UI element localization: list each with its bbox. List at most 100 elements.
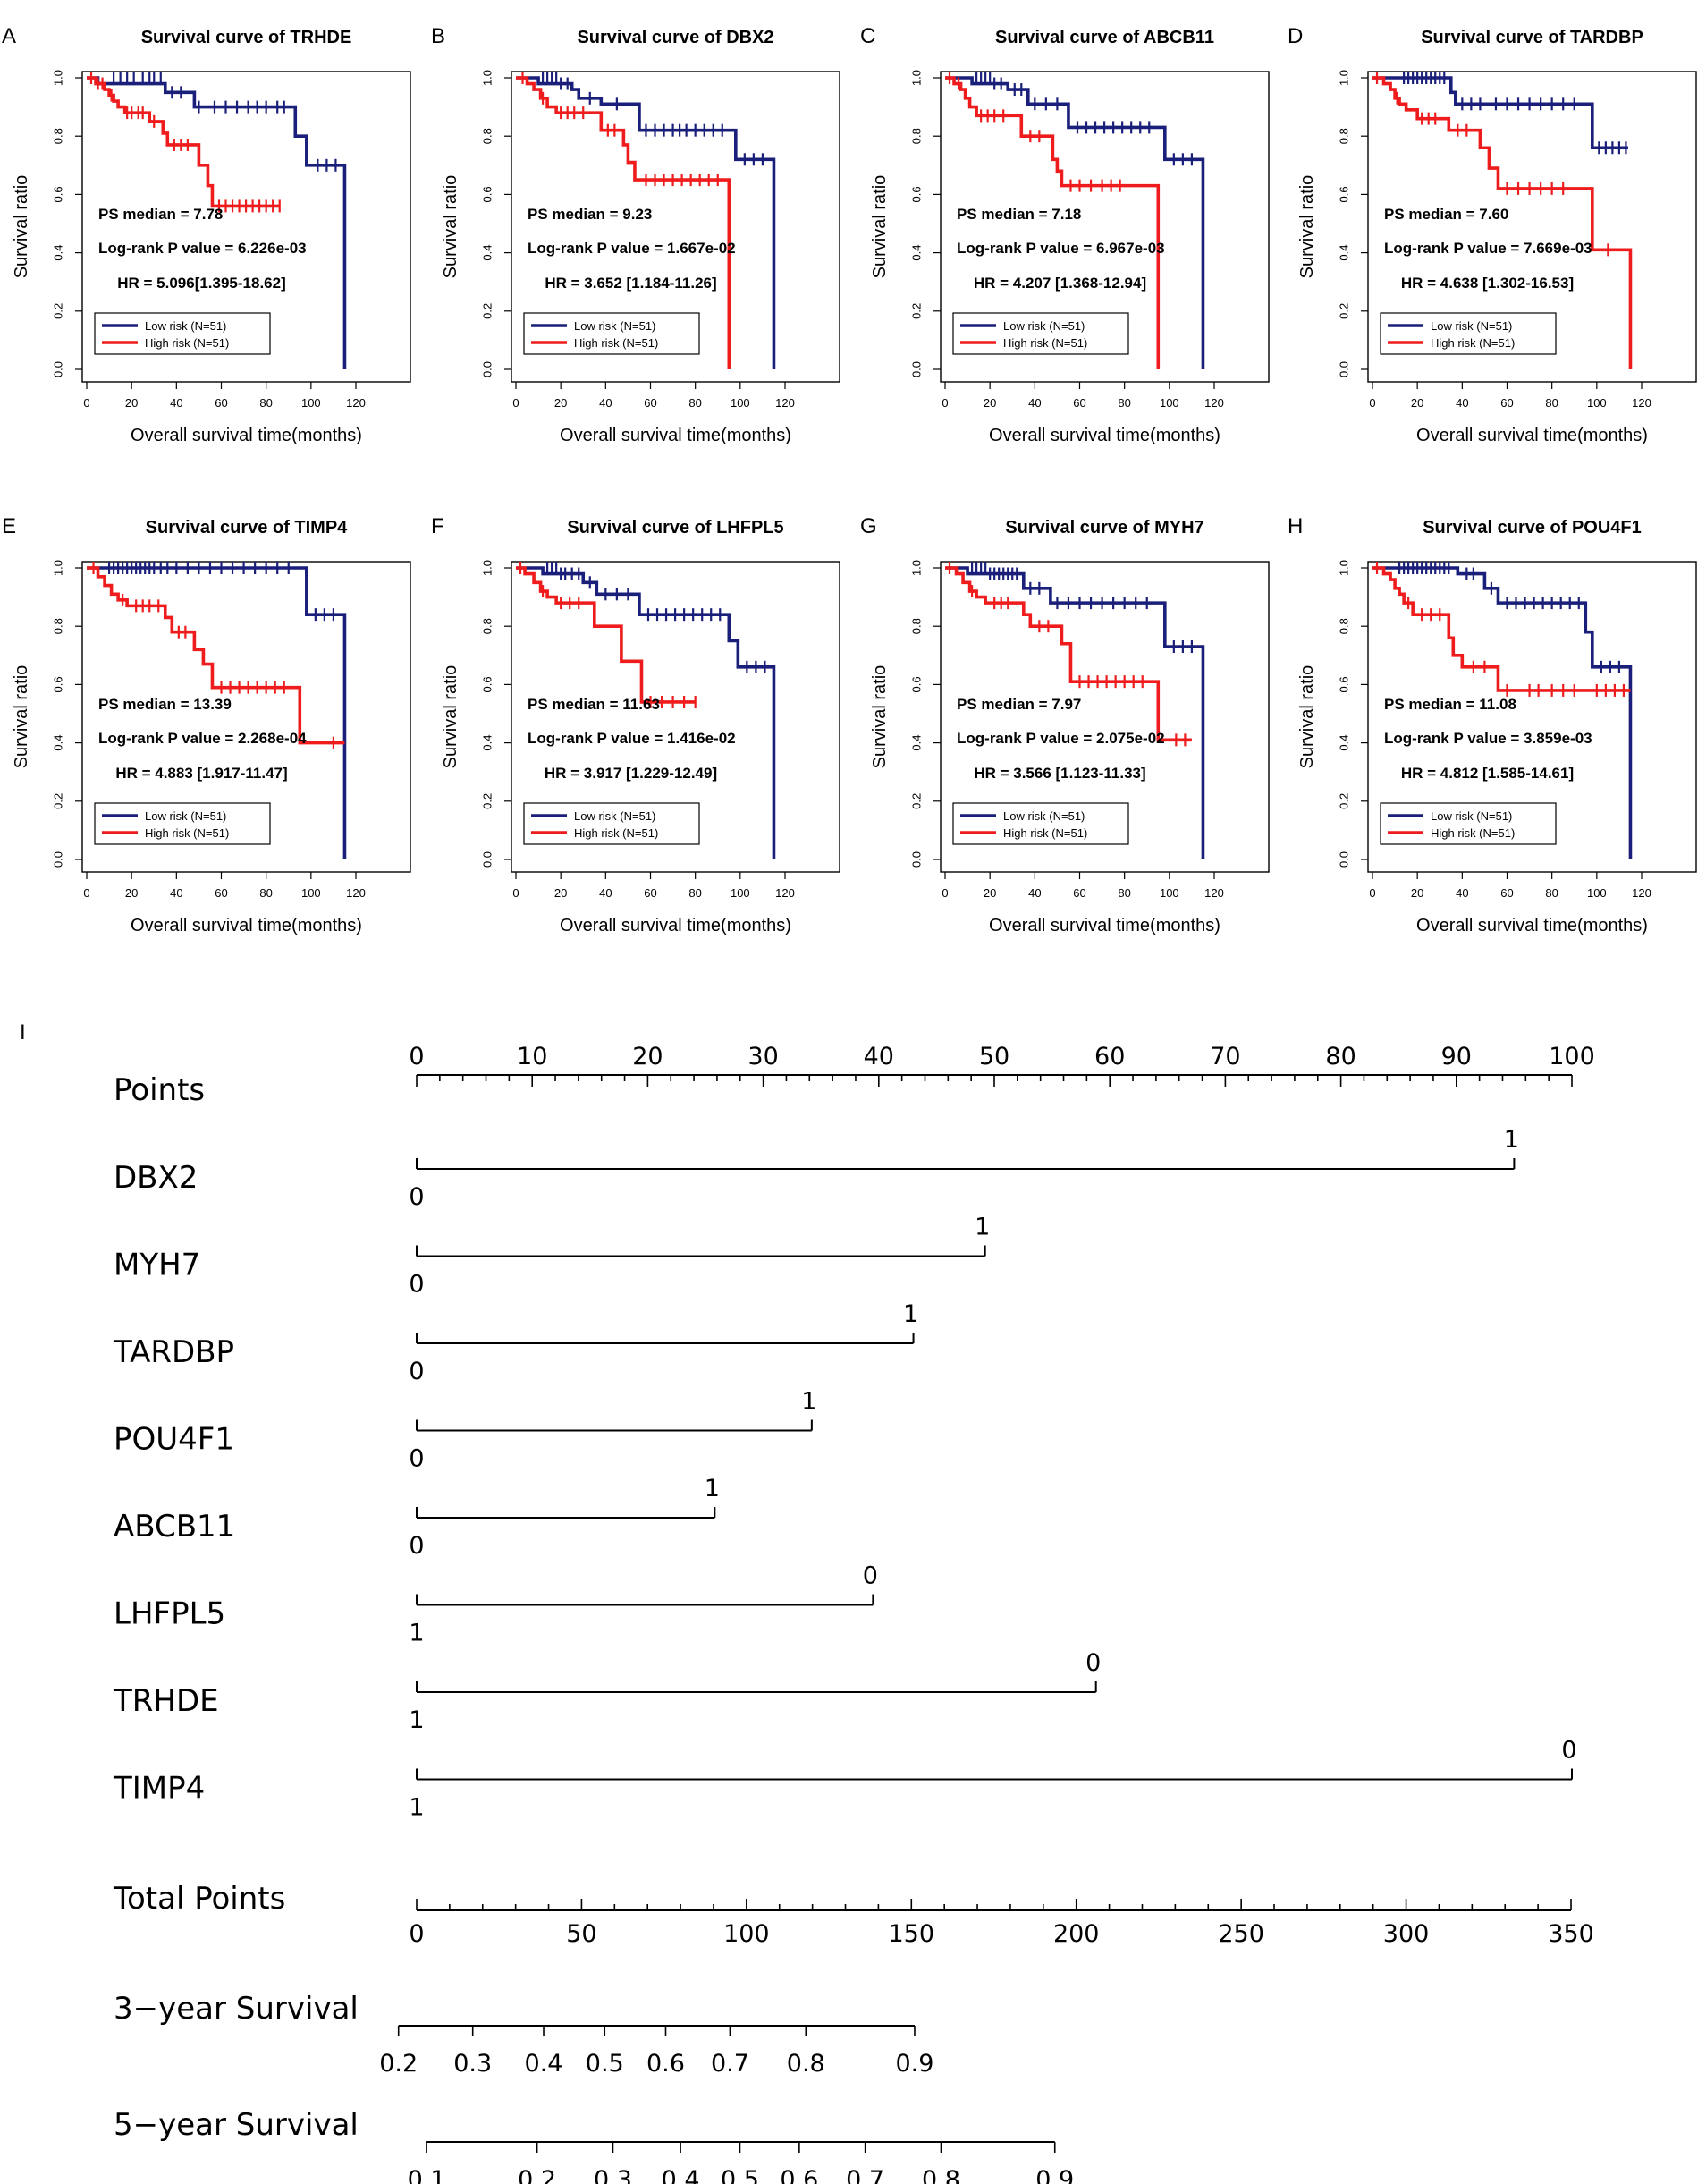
- annotation-F: HR = 3.917 [1.229-12.49]: [545, 765, 717, 782]
- y-tick-label-F: 1.0: [480, 560, 494, 576]
- nomo-label-points: Points: [114, 1072, 205, 1108]
- x-tick-label-A: 0: [83, 396, 89, 410]
- km-curve-high-risk-H: [1372, 566, 1631, 692]
- variable-start-label-pou4f1: 0: [409, 1445, 424, 1473]
- y-tick-label-B: 0.6: [480, 186, 494, 202]
- chart-title-H: Survival curve of POU4F1: [1423, 518, 1642, 538]
- annotation-C: PS median = 7.18: [957, 206, 1081, 223]
- panel-letter-B: B: [431, 24, 445, 48]
- y-tick-label-C: 0.8: [909, 128, 923, 144]
- legend-label-E: Low risk (N=51): [145, 809, 226, 823]
- x-tick-label-B: 40: [599, 396, 612, 410]
- km-panel-H: H Survival curve of POU4F1 0 20 40 60 80 100 120…: [1288, 514, 1697, 935]
- legend-label-C: Low risk (N=51): [1003, 319, 1085, 333]
- variable-end-label-lhfpl5: 0: [863, 1562, 878, 1590]
- y-tick-label-B: 1.0: [480, 70, 494, 86]
- legend-label-D: High risk (N=51): [1431, 336, 1515, 350]
- panel-letter-F: F: [431, 514, 444, 538]
- points-tick-label: 0: [409, 1043, 424, 1071]
- y-tick-label-D: 0.8: [1337, 128, 1350, 144]
- y-axis-label-A: Survival ratio: [12, 175, 31, 279]
- km-curve-low-risk-H: [1372, 566, 1633, 859]
- annotation-A: HR = 5.096[1.395-18.62]: [117, 275, 286, 292]
- x-axis-label-C: Overall survival time(months): [989, 426, 1220, 445]
- annotation-E: PS median = 13.39: [98, 696, 232, 713]
- variable-end-label-timp4: 0: [1561, 1737, 1576, 1765]
- legend-label-D: Low risk (N=51): [1431, 319, 1512, 333]
- x-tick-label-H: 80: [1545, 886, 1558, 900]
- nomo-label-dbx2: DBX2: [114, 1160, 198, 1196]
- chart-title-F: Survival curve of LHFPL5: [567, 518, 783, 538]
- legend-label-H: Low risk (N=51): [1431, 809, 1512, 823]
- x-axis-label-E: Overall survival time(months): [131, 916, 362, 935]
- chart-title-C: Survival curve of ABCB11: [995, 28, 1214, 47]
- x-tick-label-H: 100: [1587, 886, 1607, 900]
- legend-label-E: High risk (N=51): [145, 826, 229, 840]
- x-tick-label-F: 80: [688, 886, 701, 900]
- annotation-D: PS median = 7.60: [1384, 206, 1508, 223]
- total-points-tick-label: 250: [1218, 1920, 1264, 1948]
- points-tick-label: 60: [1094, 1043, 1125, 1071]
- chart-title-D: Survival curve of TARDBP: [1421, 28, 1643, 47]
- chart-title-G: Survival curve of MYH7: [1005, 518, 1203, 538]
- chart-title-B: Survival curve of DBX2: [577, 28, 773, 47]
- variable-end-label-abcb11: 1: [705, 1475, 720, 1503]
- panel-letter-A: A: [2, 24, 16, 48]
- y-tick-label-G: 0.2: [909, 793, 923, 809]
- panel-letter-G: G: [860, 514, 877, 538]
- x-tick-label-F: 0: [512, 886, 519, 900]
- x-tick-label-D: 0: [1369, 396, 1375, 410]
- annotation-E: HR = 4.883 [1.917-11.47]: [115, 765, 287, 782]
- legend-label-G: Low risk (N=51): [1003, 809, 1085, 823]
- x-tick-label-D: 60: [1500, 396, 1513, 410]
- points-tick-label: 90: [1441, 1043, 1472, 1071]
- y-tick-label-A: 0.2: [51, 303, 64, 319]
- annotation-B: HR = 3.652 [1.184-11.26]: [545, 275, 716, 292]
- panel-letter-C: C: [860, 24, 875, 48]
- x-axis-label-F: Overall survival time(months): [560, 916, 791, 935]
- annotation-B: Log-rank P value = 1.667e-02: [528, 240, 736, 257]
- y-tick-label-G: 0.6: [909, 676, 923, 692]
- x-tick-label-F: 40: [599, 886, 612, 900]
- annotation-H: HR = 4.812 [1.585-14.61]: [1401, 765, 1574, 782]
- nomo-label-myh7: MYH7: [114, 1248, 200, 1283]
- legend-box-A: [94, 312, 271, 355]
- x-tick-label-C: 20: [984, 396, 996, 410]
- legend-label-H: High risk (N=51): [1431, 826, 1515, 840]
- points-tick-label: 40: [864, 1043, 894, 1071]
- y-axis-label-B: Survival ratio: [441, 175, 460, 279]
- survival-tick-label-5-year-survival: 0.3: [594, 2166, 632, 2184]
- x-tick-label-F: 100: [731, 886, 750, 900]
- legend-label-F: Low risk (N=51): [574, 809, 655, 823]
- x-tick-label-B: 20: [554, 396, 567, 410]
- y-tick-label-H: 0.6: [1337, 676, 1350, 692]
- km-panel-G: G Survival curve of MYH7 0 20 40 60 80 100 120 0.…: [860, 514, 1270, 935]
- x-tick-label-G: 80: [1118, 886, 1130, 900]
- survival-tick-label-3-year-survival: 0.6: [646, 2050, 685, 2078]
- y-axis-label-D: Survival ratio: [1297, 175, 1317, 279]
- total-points-tick-label: 350: [1548, 1920, 1594, 1948]
- legend-label-B: High risk (N=51): [574, 336, 658, 350]
- annotation-G: Log-rank P value = 2.075e-02: [957, 730, 1165, 747]
- y-axis-label-G: Survival ratio: [870, 665, 890, 769]
- x-axis-label-D: Overall survival time(months): [1416, 426, 1648, 445]
- x-tick-label-H: 40: [1456, 886, 1468, 900]
- km-curve-high-risk-E: [87, 566, 345, 745]
- legend-box-H: [1380, 802, 1557, 845]
- points-tick-label: 30: [747, 1043, 778, 1071]
- y-axis-label-H: Survival ratio: [1297, 665, 1317, 769]
- variable-start-label-lhfpl5: 1: [409, 1620, 424, 1647]
- y-tick-label-F: 0.6: [480, 676, 494, 692]
- km-curve-low-risk-D: [1372, 76, 1628, 150]
- x-tick-label-G: 20: [984, 886, 996, 900]
- annotation-C: Log-rank P value = 6.967e-03: [957, 240, 1165, 257]
- survival-tick-label-3-year-survival: 0.5: [586, 2050, 624, 2078]
- y-tick-label-A: 0.6: [51, 186, 64, 202]
- annotation-H: Log-rank P value = 3.859e-03: [1384, 730, 1592, 747]
- plot-frame-G: [940, 561, 1270, 873]
- plot-frame-D: [1367, 71, 1697, 383]
- x-tick-label-E: 80: [259, 886, 272, 900]
- variable-end-label-tardbp: 1: [903, 1300, 918, 1328]
- x-tick-label-H: 60: [1500, 886, 1513, 900]
